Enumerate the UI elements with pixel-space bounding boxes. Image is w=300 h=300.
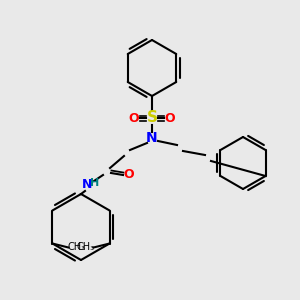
Text: N: N [146,131,158,145]
Text: S: S [146,110,158,125]
Text: O: O [165,112,175,124]
Text: O: O [129,112,139,124]
Text: CH₃: CH₃ [76,242,94,253]
Text: H: H [90,178,100,188]
Text: CH₃: CH₃ [68,242,85,253]
Text: O: O [124,169,134,182]
Text: N: N [82,178,92,191]
